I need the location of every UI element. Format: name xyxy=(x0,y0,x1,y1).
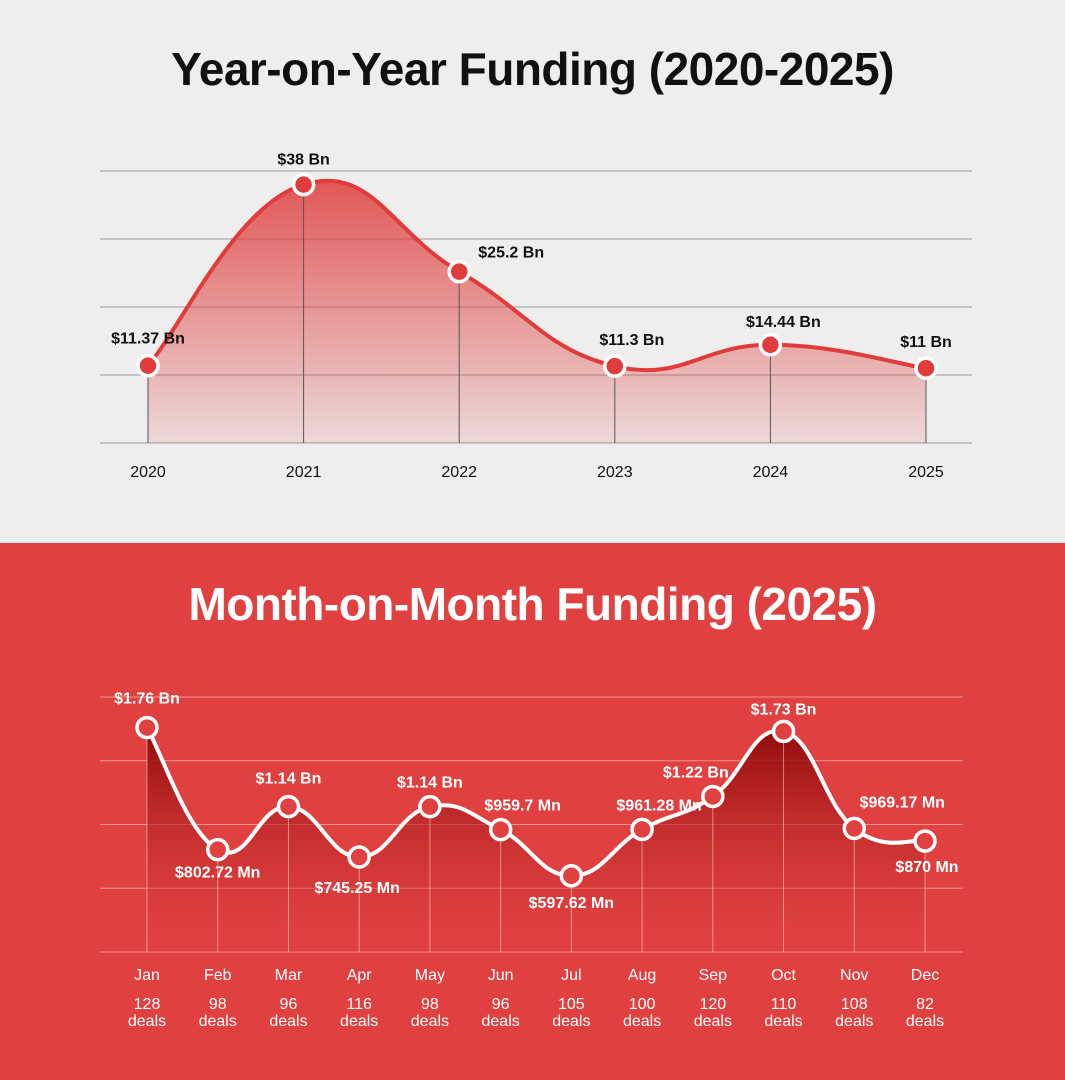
deal-suffix: deals xyxy=(482,1013,520,1030)
data-label: $25.2 Bn xyxy=(478,245,544,262)
yoy-panel: Year-on-Year Funding (2020-2025) $11.37 … xyxy=(0,0,1065,543)
data-point xyxy=(758,333,783,357)
mom-panel: Month-on-Month Funding (2025) $1.76 Bn Ja… xyxy=(0,543,1065,1080)
x-tick-label: Jan xyxy=(134,967,160,984)
deal-count: 100 xyxy=(629,996,656,1013)
data-label: $961.28 Mn xyxy=(616,797,701,814)
deal-suffix: deals xyxy=(340,1013,378,1030)
deal-suffix: deals xyxy=(906,1013,944,1030)
data-label: $1.76 Bn xyxy=(114,691,180,708)
x-tick-label: Nov xyxy=(840,967,868,984)
x-tick-label: Aug xyxy=(628,967,656,984)
data-label: $11 Bn xyxy=(900,334,952,351)
data-point xyxy=(135,715,159,740)
deal-suffix: deals xyxy=(694,1013,732,1030)
x-tick-label: Dec xyxy=(911,967,939,984)
x-tick-label: Feb xyxy=(204,967,232,984)
deal-count: 116 xyxy=(346,996,372,1013)
x-tick-label: May xyxy=(415,967,445,984)
mom-chart-title: Month-on-Month Funding (2025) xyxy=(188,578,877,630)
deal-count: 128 xyxy=(134,996,161,1013)
data-point xyxy=(418,794,442,819)
x-tick-label: Apr xyxy=(347,967,373,984)
deal-suffix: deals xyxy=(835,1013,873,1030)
yoy-chart-title: Year-on-Year Funding (2020-2025) xyxy=(171,43,894,95)
deal-count: 98 xyxy=(421,996,439,1013)
data-label: $1.22 Bn xyxy=(663,764,729,781)
data-label: $14.44 Bn xyxy=(746,314,821,331)
deal-suffix: deals xyxy=(411,1013,449,1030)
data-label: $1.73 Bn xyxy=(751,701,817,718)
data-point xyxy=(291,172,316,197)
x-tick-label: 2025 xyxy=(908,464,944,481)
data-label: $11.37 Bn xyxy=(111,331,185,348)
area-fill xyxy=(147,727,925,952)
x-tick-label: Mar xyxy=(275,967,303,984)
deal-suffix: deals xyxy=(623,1013,661,1030)
data-point xyxy=(136,353,160,378)
data-point xyxy=(630,817,654,842)
data-point xyxy=(447,259,471,284)
x-tick-label: Jul xyxy=(561,967,581,984)
deal-count: 110 xyxy=(771,996,797,1013)
deal-count: 120 xyxy=(699,996,726,1013)
data-point xyxy=(701,784,725,809)
deal-suffix: deals xyxy=(552,1013,590,1030)
data-label: $11.3 Bn xyxy=(599,332,664,349)
data-label: $745.25 Mn xyxy=(314,880,399,897)
deal-count: 96 xyxy=(492,996,510,1013)
data-point xyxy=(914,356,938,380)
deal-count: 82 xyxy=(916,996,934,1013)
x-tick-label: 2024 xyxy=(753,464,789,481)
data-point xyxy=(603,354,627,378)
data-label: $38 Bn xyxy=(277,152,329,169)
area-fill xyxy=(148,180,926,443)
x-tick-label: Sep xyxy=(699,967,728,984)
x-tick-label: Oct xyxy=(771,967,796,984)
data-point xyxy=(559,864,584,888)
data-label: $870 Mn xyxy=(895,859,958,876)
x-tick-label: 2023 xyxy=(597,464,633,481)
data-label: $959.7 Mn xyxy=(484,798,560,815)
x-tick-label: 2022 xyxy=(441,464,477,481)
data-point xyxy=(842,816,867,841)
data-label: $802.72 Mn xyxy=(175,865,260,882)
data-point xyxy=(771,719,796,744)
deal-suffix: deals xyxy=(764,1013,802,1030)
deal-suffix: deals xyxy=(269,1013,307,1030)
data-label: $597.62 Mn xyxy=(529,895,614,912)
x-tick-label: 2021 xyxy=(286,464,322,481)
yoy-chart: $11.37 Bn 2020 $38 Bn 2021 $25.2 Bn 2022 $11.3… xyxy=(100,152,972,481)
deal-count: 96 xyxy=(280,996,298,1013)
data-point xyxy=(276,794,301,819)
data-point xyxy=(913,829,937,853)
data-label: $1.14 Bn xyxy=(397,775,463,792)
data-point xyxy=(205,837,230,862)
x-tick-label: Jun xyxy=(488,967,514,984)
data-label: $969.17 Mn xyxy=(860,794,945,811)
deal-count: 108 xyxy=(841,996,868,1013)
deal-suffix: deals xyxy=(199,1013,237,1030)
data-point xyxy=(488,817,513,842)
deal-suffix: deals xyxy=(128,1013,166,1030)
x-tick-label: 2020 xyxy=(130,464,166,481)
deal-count: 105 xyxy=(558,996,585,1013)
data-point xyxy=(347,845,371,869)
data-label: $1.14 Bn xyxy=(256,771,322,788)
deal-count: 98 xyxy=(209,996,227,1013)
